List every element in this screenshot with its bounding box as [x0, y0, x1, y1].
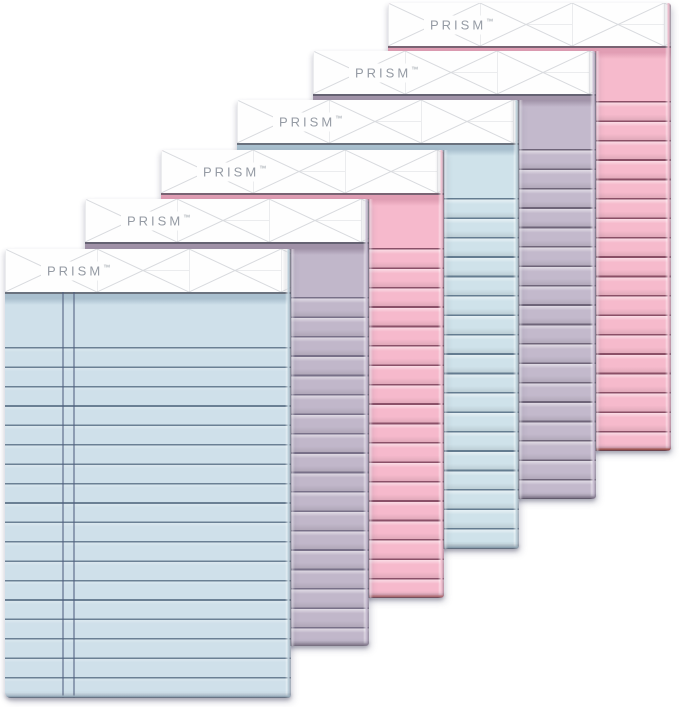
- brand-logo-text: PRISM: [279, 114, 336, 129]
- pad-overlap-seam: [518, 100, 523, 499]
- brand-logo-text: PRISM: [430, 17, 487, 32]
- pad-overlap-seam: [368, 199, 373, 598]
- brand-logo: PRISM™: [121, 211, 196, 230]
- sheet-stack-right-edge: [665, 3, 671, 451]
- notepad-header: PRISM™: [237, 100, 519, 143]
- pad-overlap-seam: [443, 150, 448, 549]
- notepad-header: PRISM™: [5, 249, 291, 292]
- notepad-header: PRISM™: [161, 150, 444, 193]
- trademark-symbol: ™: [411, 66, 419, 73]
- trademark-symbol: ™: [486, 18, 494, 25]
- brand-logo: PRISM™: [41, 261, 116, 280]
- rule-lines: [5, 347, 291, 698]
- brand-logo: PRISM™: [349, 63, 424, 82]
- ruled-paper: [5, 292, 291, 698]
- sheet-stack-bottom-edge: [5, 692, 291, 698]
- trademark-symbol: ™: [183, 214, 191, 221]
- pad-overlap-seam: [290, 249, 295, 646]
- brand-logo: PRISM™: [273, 112, 348, 131]
- brand-logo: PRISM™: [197, 162, 272, 181]
- brand-logo-text: PRISM: [203, 164, 260, 179]
- sheet-stack-right-edge: [285, 249, 291, 698]
- legal-margin-line: [62, 292, 75, 698]
- sheet-stack-right-edge: [438, 150, 444, 598]
- trademark-symbol: ™: [259, 165, 267, 172]
- brand-logo-text: PRISM: [127, 213, 184, 228]
- trademark-symbol: ™: [335, 115, 343, 122]
- notepad-blue-front: PRISM™: [5, 249, 291, 698]
- pad-overlap-seam: [595, 51, 600, 451]
- notepad-header: PRISM™: [388, 3, 671, 46]
- notepad-header: PRISM™: [313, 51, 596, 94]
- trademark-symbol: ™: [103, 264, 111, 271]
- sheet-stack-right-edge: [513, 100, 519, 549]
- brand-logo-text: PRISM: [355, 65, 412, 80]
- brand-logo: PRISM™: [424, 15, 499, 34]
- notepad-header: PRISM™: [85, 199, 369, 242]
- sheet-stack-right-edge: [590, 51, 596, 499]
- brand-logo-text: PRISM: [47, 263, 104, 278]
- sheet-stack-right-edge: [363, 199, 369, 646]
